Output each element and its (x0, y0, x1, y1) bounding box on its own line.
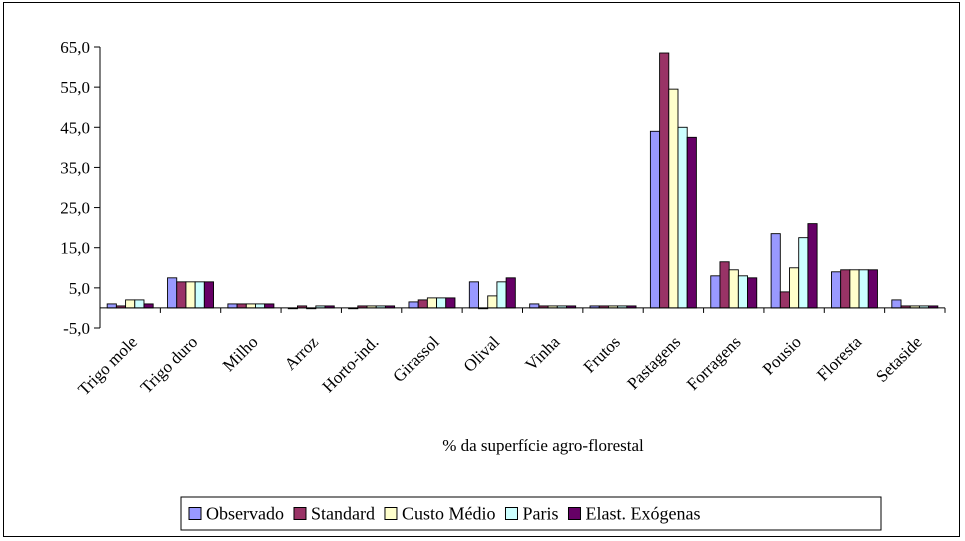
bar-5-3 (264, 303, 275, 309)
bar-4-2 (194, 281, 205, 309)
bar-1-8 (529, 303, 540, 309)
x-axis-label: % da superfície agro-florestal (442, 436, 644, 455)
bar-3-1 (125, 299, 136, 309)
bar-2-10 (659, 52, 670, 309)
bars (106, 52, 939, 310)
category-label: Pousio (759, 332, 805, 378)
y-tick-label: 65,0 (60, 38, 90, 57)
category-label: Girassol (389, 332, 443, 386)
bar-5-11 (747, 277, 758, 309)
category-label: Pastagens (623, 332, 684, 393)
y-tick-label: 55,0 (60, 78, 90, 97)
bar-5-12 (807, 223, 818, 309)
legend-label: Paris (522, 504, 558, 524)
bar-5-7 (505, 277, 516, 309)
category-label: Arroz (281, 332, 323, 374)
bar-5-10 (686, 136, 697, 309)
bar-4-6 (436, 297, 447, 309)
legend-label: Observado (206, 504, 284, 524)
y-axis: -5,0 5,0 15,0 25,0 35,0 45,0 55,0 65,0 (60, 38, 101, 338)
y-tick-label: 45,0 (60, 118, 90, 137)
bar-4-11 (737, 275, 748, 309)
legend-swatch (504, 507, 518, 520)
y-tick-label: 35,0 (60, 158, 90, 177)
bar-5-13 (867, 269, 878, 309)
category-label: Trigo duro (137, 332, 202, 397)
bar-1-1 (106, 303, 117, 309)
bar-3-7 (487, 295, 498, 309)
category-label: Trigo mole (74, 332, 141, 399)
bar-1-3 (227, 303, 238, 309)
bar-1-10 (649, 130, 661, 309)
bar-2-11 (719, 261, 730, 309)
bar-3-6 (426, 297, 438, 309)
bar-1-12 (770, 233, 781, 309)
bar-4-10 (677, 126, 688, 309)
y-tick-label: 25,0 (60, 199, 90, 218)
bar-2-3 (236, 303, 247, 309)
bar-5-6 (445, 297, 456, 309)
legend-swatch (188, 507, 202, 520)
legend-label: Elast. Exógenas (585, 504, 700, 524)
y-tick-label: 5,0 (69, 279, 90, 298)
category-label: Olival (460, 332, 504, 376)
y-tick-label: 15,0 (60, 239, 90, 258)
category-label: Floresta (813, 332, 865, 384)
bar-3-12 (789, 267, 800, 309)
bar-2-2 (176, 281, 187, 309)
bar-5-2 (203, 281, 214, 309)
bar-4-1 (134, 299, 145, 309)
bar-1-14 (891, 299, 902, 309)
legend-swatch (384, 507, 398, 520)
bar-3-13 (849, 269, 860, 309)
bar-1-11 (710, 275, 721, 309)
bar-1-6 (408, 301, 419, 309)
legend-label: Custo Médio (402, 504, 496, 524)
bar-2-13 (840, 269, 851, 309)
legend: Observado Standard Custo Médio Paris Elast. … (180, 496, 882, 531)
category-label: Forragens (683, 332, 745, 394)
bar-1-2 (167, 277, 178, 309)
legend-swatch (567, 507, 581, 520)
category-label: Horto-ind. (319, 332, 383, 396)
bar-1-7 (468, 281, 479, 309)
bar-4-13 (858, 269, 869, 309)
bar-3-2 (185, 281, 196, 309)
bar-3-3 (245, 303, 256, 309)
legend-swatch (293, 507, 307, 520)
category-label: Setaside (872, 332, 925, 385)
category-label: Vinha (521, 332, 563, 374)
bar-3-10 (668, 88, 679, 309)
bar-3-11 (728, 269, 739, 309)
y-tick-label: -5,0 (63, 319, 90, 338)
bar-4-7 (496, 281, 507, 309)
bar-1-13 (831, 271, 842, 309)
bar-5-1 (143, 303, 154, 309)
bar-4-3 (255, 303, 266, 309)
category-label: Milho (219, 332, 262, 375)
bar-2-12 (779, 291, 790, 309)
legend-label: Standard (311, 504, 375, 524)
bar-2-6 (417, 299, 428, 309)
category-label: Frutos (580, 332, 624, 376)
bar-4-12 (798, 237, 809, 309)
